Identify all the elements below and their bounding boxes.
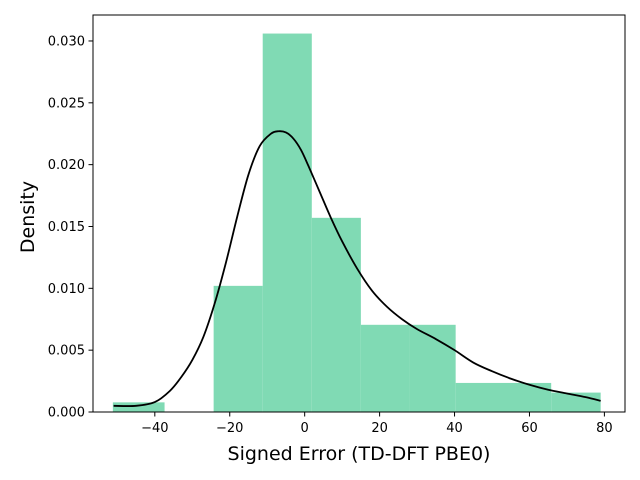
x-tick-label: 0: [301, 421, 309, 436]
y-tick-label: 0.010: [48, 282, 85, 297]
histogram-bar-0: [112, 402, 165, 412]
y-axis-ticks: 0.000 0.005 0.010 0.015 0.020 0.025 0.030: [48, 34, 93, 421]
kde-density-curve: [113, 130, 601, 407]
x-axis-label: Signed Error (TD-DFT PBE0): [228, 443, 491, 465]
x-axis-ticks: −40 −20 0 20 40 60 80: [141, 412, 613, 436]
y-tick-label: 0.015: [48, 220, 85, 235]
y-tick-label: 0.005: [48, 344, 85, 359]
y-tick-label: 0.000: [48, 406, 85, 421]
y-axis-label: Density: [17, 181, 39, 253]
kde-curve-layer: [113, 130, 601, 407]
x-tick-label: −20: [216, 421, 243, 436]
y-tick-label: 0.020: [48, 158, 85, 173]
histogram-bar-1: [213, 285, 263, 412]
x-tick-label: 20: [371, 421, 388, 436]
y-tick-label: 0.025: [48, 96, 85, 111]
histogram-bar-2: [262, 33, 312, 413]
histogram-bar-3: [311, 217, 361, 412]
histogram-bar-6: [455, 382, 552, 412]
x-tick-label: 60: [521, 421, 538, 436]
x-tick-label: 80: [596, 421, 613, 436]
histogram-bar-5: [409, 324, 456, 412]
histogram-bars: [112, 33, 601, 413]
histogram-bar-4: [360, 324, 410, 412]
plot-frame: [92, 14, 626, 413]
x-tick-label: −40: [141, 421, 168, 436]
x-tick-label: 40: [446, 421, 463, 436]
y-tick-label: 0.030: [48, 34, 85, 49]
